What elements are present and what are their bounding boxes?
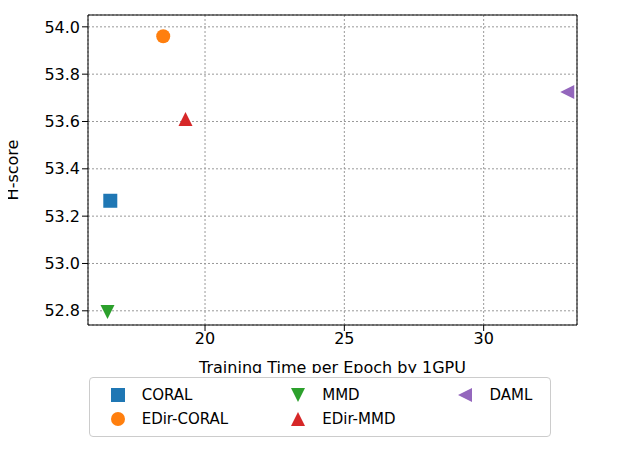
svg-text:52.8: 52.8 bbox=[44, 301, 80, 320]
svg-text:H-score: H-score bbox=[8, 140, 22, 201]
svg-text:53.0: 53.0 bbox=[44, 254, 80, 273]
svg-text:53.2: 53.2 bbox=[44, 207, 80, 226]
svg-text:Training Time per Epoch by 1GP: Training Time per Epoch by 1GPU bbox=[198, 358, 466, 373]
svg-text:54.0: 54.0 bbox=[44, 18, 80, 37]
svg-text:53.6: 53.6 bbox=[44, 112, 80, 131]
svg-text:53.4: 53.4 bbox=[44, 159, 80, 178]
html-text:DAML: DAML bbox=[489, 386, 533, 404]
svg-text:20: 20 bbox=[195, 329, 215, 348]
html-text:EDir-CORAL: EDir-CORAL bbox=[141, 410, 229, 428]
html-text:CORAL: CORAL bbox=[141, 386, 193, 404]
html-text:MMD: MMD bbox=[322, 386, 360, 404]
svg-text:30: 30 bbox=[473, 329, 493, 348]
svg-text:53.8: 53.8 bbox=[44, 65, 80, 84]
svg-text:25: 25 bbox=[334, 329, 354, 348]
html-text:EDir-MMD: EDir-MMD bbox=[322, 410, 396, 428]
